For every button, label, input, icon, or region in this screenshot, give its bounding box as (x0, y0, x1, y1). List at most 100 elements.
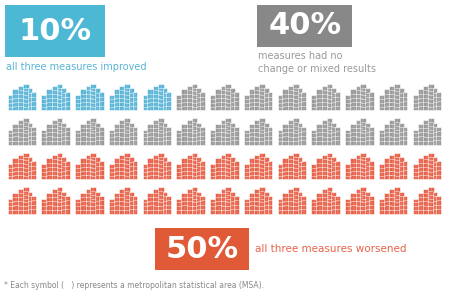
Text: all three measures worsened: all three measures worsened (255, 244, 407, 254)
Bar (8, 130, 14, 145)
Bar (365, 88, 370, 110)
Bar (225, 118, 231, 145)
Bar (13, 193, 20, 214)
Bar (254, 155, 261, 179)
Bar (234, 161, 238, 179)
Bar (133, 196, 137, 214)
Bar (46, 124, 54, 145)
Bar (75, 199, 82, 214)
Bar (41, 95, 48, 110)
Bar (18, 155, 25, 179)
Bar (331, 192, 336, 214)
Bar (8, 199, 14, 214)
Bar (18, 189, 25, 214)
Bar (297, 88, 302, 110)
Bar (384, 124, 392, 145)
Bar (254, 189, 261, 214)
Bar (23, 187, 28, 214)
Bar (86, 120, 92, 145)
Bar (133, 161, 137, 179)
Bar (153, 155, 160, 179)
Bar (257, 5, 352, 47)
Bar (264, 192, 269, 214)
Bar (41, 164, 48, 179)
Bar (234, 196, 238, 214)
Bar (436, 196, 441, 214)
Bar (52, 120, 58, 145)
Bar (65, 92, 70, 110)
Bar (23, 84, 28, 110)
Bar (413, 95, 419, 110)
Bar (249, 124, 256, 145)
Bar (158, 187, 163, 214)
Bar (99, 92, 104, 110)
Bar (155, 228, 249, 270)
Bar (335, 92, 340, 110)
Bar (311, 199, 318, 214)
Bar (230, 158, 235, 179)
Bar (166, 127, 171, 145)
Bar (192, 118, 197, 145)
Bar (41, 130, 48, 145)
Bar (162, 123, 167, 145)
Bar (403, 161, 407, 179)
Bar (196, 192, 201, 214)
Bar (57, 187, 62, 214)
Bar (418, 124, 425, 145)
Bar (316, 89, 324, 110)
Bar (311, 95, 318, 110)
Bar (143, 164, 149, 179)
Bar (254, 120, 261, 145)
Text: measures had no
change or mixed results: measures had no change or mixed results (258, 51, 376, 74)
Bar (264, 158, 269, 179)
Bar (181, 193, 189, 214)
Bar (288, 155, 295, 179)
Bar (230, 88, 235, 110)
Bar (129, 88, 134, 110)
Bar (27, 192, 32, 214)
Bar (403, 127, 407, 145)
Bar (259, 84, 265, 110)
Bar (331, 158, 336, 179)
Bar (428, 153, 434, 179)
Bar (143, 130, 149, 145)
Bar (297, 123, 302, 145)
Bar (311, 130, 318, 145)
Bar (432, 192, 437, 214)
Bar (389, 155, 396, 179)
Bar (192, 153, 197, 179)
Bar (418, 89, 425, 110)
Bar (99, 127, 104, 145)
Bar (65, 161, 70, 179)
Bar (153, 120, 160, 145)
Bar (148, 89, 155, 110)
Bar (181, 158, 189, 179)
Bar (158, 118, 163, 145)
Bar (288, 120, 295, 145)
Bar (148, 124, 155, 145)
Bar (119, 189, 126, 214)
Bar (379, 95, 386, 110)
Bar (158, 84, 163, 110)
Bar (436, 127, 441, 145)
Bar (327, 118, 333, 145)
Bar (225, 84, 231, 110)
Bar (350, 124, 358, 145)
Bar (331, 88, 336, 110)
Bar (384, 193, 392, 214)
Bar (365, 192, 370, 214)
Bar (259, 153, 265, 179)
Bar (350, 193, 358, 214)
Bar (283, 158, 290, 179)
Bar (244, 199, 251, 214)
Bar (288, 189, 295, 214)
Bar (210, 130, 217, 145)
Bar (316, 158, 324, 179)
Bar (356, 189, 362, 214)
Bar (95, 192, 100, 214)
Bar (335, 127, 340, 145)
Bar (369, 127, 374, 145)
Bar (413, 164, 419, 179)
Bar (200, 161, 205, 179)
Bar (176, 164, 183, 179)
